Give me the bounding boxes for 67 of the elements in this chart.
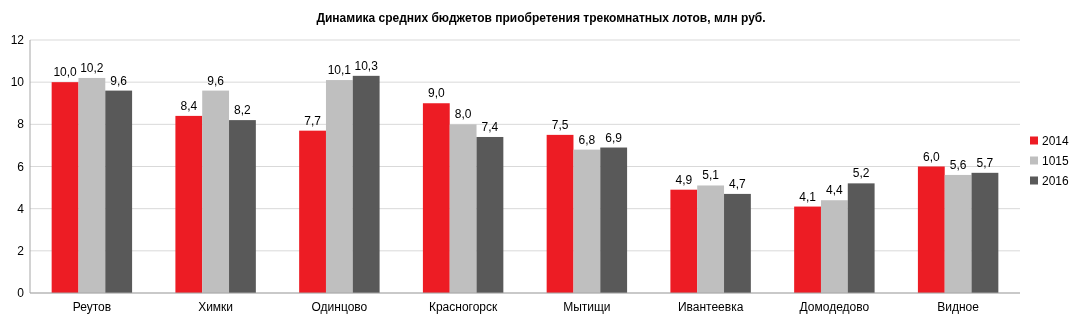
data-label: 4,4 bbox=[826, 183, 844, 198]
data-label: 9,6 bbox=[110, 73, 128, 88]
data-label: 4,1 bbox=[799, 189, 817, 204]
x-tick-label: Ивантеевка bbox=[677, 300, 744, 314]
bar bbox=[724, 193, 751, 293]
bar bbox=[820, 200, 848, 293]
x-tick-label: Мытищи bbox=[563, 300, 611, 314]
data-label: 10,2 bbox=[80, 60, 104, 75]
data-label: 10,1 bbox=[327, 63, 352, 78]
bar bbox=[299, 130, 326, 293]
y-tick-label: 2 bbox=[17, 243, 25, 258]
bar bbox=[944, 174, 972, 293]
data-label: 4,7 bbox=[729, 176, 747, 191]
legend-label: 1015 bbox=[1042, 153, 1070, 168]
y-tick-label: 0 bbox=[17, 286, 25, 300]
data-label: 7,7 bbox=[304, 113, 322, 128]
bar bbox=[202, 90, 230, 293]
y-tick-label: 8 bbox=[17, 117, 25, 132]
y-tick-label: 10 bbox=[10, 75, 25, 90]
data-label: 7,5 bbox=[551, 117, 569, 132]
legend-label: 2014 bbox=[1042, 133, 1070, 148]
bar bbox=[847, 183, 875, 293]
bar bbox=[51, 82, 79, 293]
x-tick-label: Домодедово bbox=[799, 300, 870, 314]
y-tick-label: 6 bbox=[17, 159, 25, 174]
data-label: 6,9 bbox=[605, 130, 623, 145]
data-label: 6,8 bbox=[578, 132, 596, 147]
bar bbox=[325, 80, 353, 293]
data-label: 8,4 bbox=[180, 98, 198, 113]
bar bbox=[476, 136, 504, 293]
data-label: 10,3 bbox=[354, 58, 379, 73]
data-label: 4,9 bbox=[675, 172, 693, 187]
bar bbox=[971, 172, 999, 293]
bar bbox=[546, 134, 574, 293]
data-label: 9,0 bbox=[427, 86, 445, 101]
chart-title: Динамика средних бюджетов приобретения трекомнатных лотов, млн руб. bbox=[316, 11, 766, 25]
bar bbox=[697, 185, 725, 293]
bar bbox=[573, 149, 601, 293]
bar bbox=[422, 103, 450, 293]
data-label: 10,0 bbox=[53, 65, 78, 80]
data-label: 8,0 bbox=[454, 107, 472, 122]
data-label: 9,6 bbox=[207, 73, 225, 88]
y-tick-label: 12 bbox=[10, 33, 25, 47]
bar bbox=[449, 124, 477, 293]
data-label: 8,2 bbox=[234, 103, 252, 118]
legend-label: 2016 bbox=[1042, 173, 1070, 188]
bar bbox=[78, 77, 106, 293]
data-label: 7,4 bbox=[481, 119, 499, 134]
x-tick-label: Реутов bbox=[72, 300, 112, 314]
bar bbox=[670, 189, 698, 293]
bar bbox=[917, 166, 945, 293]
data-label: 5,1 bbox=[702, 168, 720, 183]
data-label: 5,2 bbox=[852, 166, 870, 181]
y-tick-label: 4 bbox=[17, 201, 25, 216]
x-tick-label: Видное bbox=[937, 300, 980, 314]
data-label: 6,0 bbox=[922, 149, 940, 164]
bar bbox=[600, 147, 628, 293]
bar bbox=[229, 120, 256, 293]
bar bbox=[352, 75, 380, 293]
bar bbox=[175, 115, 203, 293]
data-label: 5,7 bbox=[976, 155, 994, 170]
x-tick-label: Химки bbox=[198, 300, 234, 314]
bar bbox=[794, 206, 821, 293]
data-label: 5,6 bbox=[949, 157, 967, 172]
bar bbox=[105, 90, 133, 293]
x-tick-label: Красногорск bbox=[428, 300, 499, 314]
x-tick-label: Одинцово bbox=[311, 300, 368, 314]
